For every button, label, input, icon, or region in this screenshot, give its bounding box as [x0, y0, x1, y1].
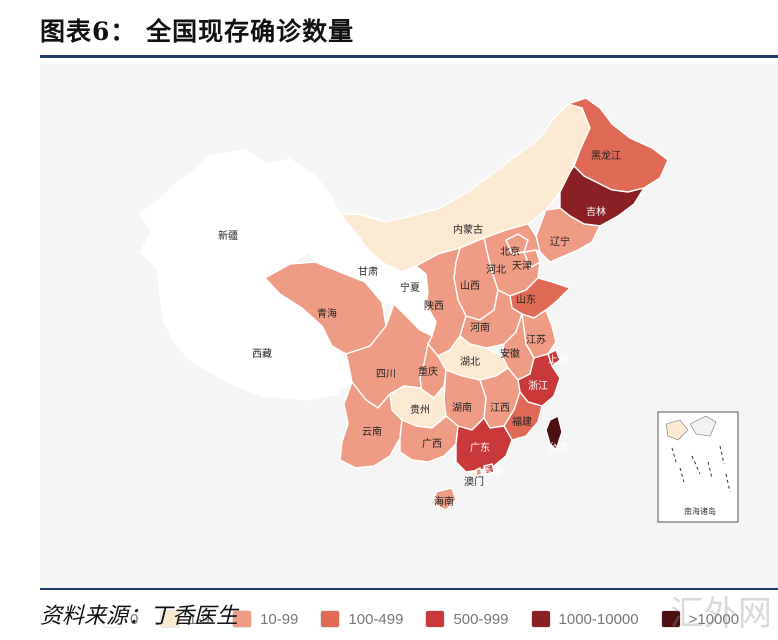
province-26[interactable] [503, 390, 543, 441]
province-label: 广西 [422, 438, 442, 450]
map-panel: 新疆西藏 青海 甘肃 内蒙古 黑龙江吉林辽宁北京天津 河北 山西 宁夏 陕西 山东河南江苏 安徽 上海… [40, 64, 778, 628]
nine-dash-line [671, 445, 731, 493]
province-label: 陕西 [424, 299, 444, 312]
province-label: 四川 [376, 369, 396, 380]
province-layer [139, 97, 669, 511]
province-label: 黑龙江 [591, 149, 621, 162]
legend-swatch [425, 610, 446, 628]
inset-label: 南海诸岛 [684, 506, 716, 516]
province-label: 山西 [460, 280, 480, 292]
province-label: 安徽 [500, 347, 520, 360]
legend-item: >10000 [660, 610, 740, 628]
province-label: 北京 [500, 245, 520, 258]
province-label: 浙江 [528, 380, 548, 392]
province-30[interactable] [455, 416, 513, 473]
province-label: 西藏 [252, 348, 272, 360]
province-27[interactable] [545, 414, 563, 452]
province-label: 内蒙古 [453, 223, 483, 236]
province-label: 福建 [512, 415, 532, 428]
source-divider [40, 588, 778, 590]
province-label: 江西 [490, 402, 510, 414]
province-1[interactable] [157, 267, 353, 401]
province-label: 贵州 [410, 403, 430, 416]
legend-label: 10-99 [260, 610, 299, 628]
page-title: 图表6： 全国现存确诊数量 [40, 17, 355, 46]
legend-item: 1-9 [160, 610, 210, 628]
legend-label: >10000 [688, 610, 740, 628]
legend-label: 100-499 [348, 610, 404, 628]
province-label: 宁夏 [400, 281, 420, 294]
province-label: 天津 [512, 260, 532, 272]
legend-item: 1000-10000 [530, 610, 639, 628]
province-33[interactable] [433, 487, 457, 511]
legend-swatch [530, 610, 551, 628]
province-label: 山东 [516, 293, 536, 306]
legend-item: 500-999 [425, 610, 509, 628]
source-note: 资料来源：丁香医生 [40, 603, 239, 628]
province-label: 新疆 [218, 229, 238, 242]
legend-item: 10-99 [232, 610, 298, 628]
province-label: 湖北 [460, 356, 480, 368]
watermark: 汇外网 [670, 594, 772, 634]
province-label: 云南 [362, 425, 382, 438]
province-label: 台湾 [548, 441, 568, 454]
province-label: 澳门 [464, 475, 484, 488]
legend-swatch [102, 610, 122, 628]
south-sea-inset: 南海诸岛 [657, 411, 739, 523]
legend-item: 0 [102, 610, 138, 628]
inset-coast [665, 419, 689, 441]
province-28[interactable] [339, 380, 403, 469]
legend-label: 0 [130, 610, 139, 628]
inset-land [689, 415, 717, 437]
legend: 0 1-9 10-99 100-499 500-999 1000-10000 >10000 [102, 608, 761, 630]
legend-item: 100-499 [320, 610, 403, 628]
legend-label: 1-9 [188, 610, 211, 628]
province-label: 重庆 [418, 365, 438, 378]
province-label: 海南 [434, 495, 454, 508]
province-label: 江苏 [526, 333, 546, 346]
legend-swatch [320, 610, 341, 628]
legend-label: 500-999 [453, 610, 509, 628]
province-label: 青海 [317, 307, 337, 320]
legend-swatch [232, 610, 253, 628]
province-label: 吉林 [586, 205, 606, 218]
legend-label: 1000-10000 [558, 610, 639, 628]
legend-swatch [160, 610, 181, 628]
province-label: 甘肃 [358, 265, 378, 278]
province-32[interactable] [475, 467, 483, 477]
province-label: 辽宁 [550, 235, 570, 248]
legend-swatch [660, 610, 681, 628]
title-divider [40, 55, 778, 58]
province-label: 河南 [470, 321, 490, 334]
province-label: 上海 [548, 353, 568, 366]
province-label: 香港 [482, 466, 502, 478]
province-label: 广东 [470, 441, 490, 454]
province-label: 湖南 [452, 401, 472, 414]
province-31[interactable] [483, 463, 495, 475]
province-label: 河北 [486, 264, 506, 276]
